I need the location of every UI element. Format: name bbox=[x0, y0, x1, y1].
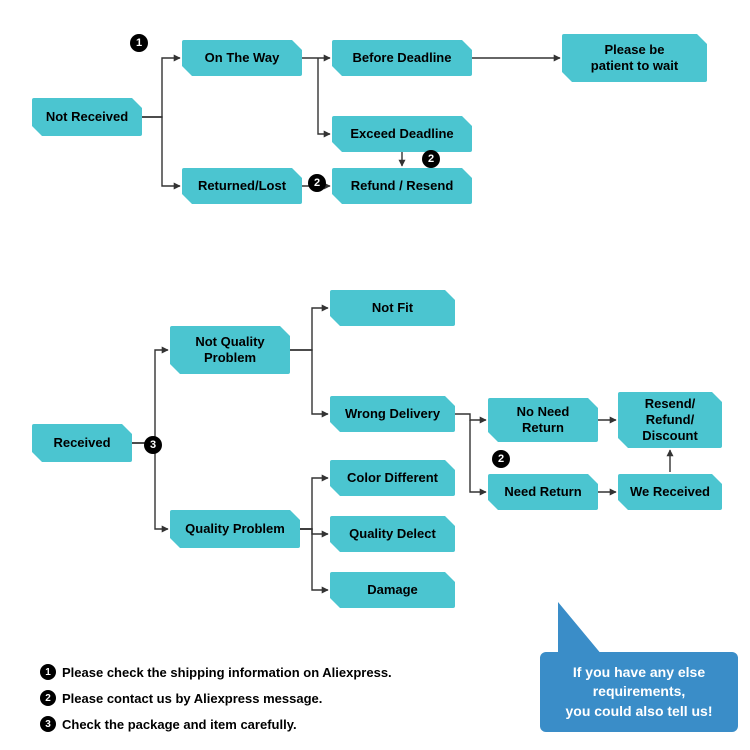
footnote-3: 3 Check the package and item carefully. bbox=[40, 716, 297, 732]
connector bbox=[290, 308, 328, 350]
flow-node-refund-resend: Refund / Resend bbox=[332, 168, 472, 204]
connector bbox=[300, 529, 328, 534]
connector bbox=[132, 443, 168, 529]
step-badge-2: 2 bbox=[492, 450, 510, 468]
connector bbox=[142, 117, 180, 186]
flow-node-no-need-return: No Need Return bbox=[488, 398, 598, 442]
connector bbox=[318, 58, 330, 134]
connector bbox=[455, 414, 486, 420]
flow-node-damage: Damage bbox=[330, 572, 455, 608]
flow-node-before-deadline: Before Deadline bbox=[332, 40, 472, 76]
connector bbox=[300, 529, 328, 590]
callout-text: If you have any else requirements, you c… bbox=[540, 652, 738, 732]
flow-node-color-diff: Color Different bbox=[330, 460, 455, 496]
footnote-text: Check the package and item carefully. bbox=[62, 717, 297, 732]
flow-node-we-received: We Received bbox=[618, 474, 722, 510]
flow-node-wrong-delivery: Wrong Delivery bbox=[330, 396, 455, 432]
step-badge-1: 1 bbox=[130, 34, 148, 52]
flow-node-need-return: Need Return bbox=[488, 474, 598, 510]
flow-node-please-wait: Please be patient to wait bbox=[562, 34, 707, 82]
step-badge-2: 2 bbox=[422, 150, 440, 168]
footnote-text: Please contact us by Aliexpress message. bbox=[62, 691, 322, 706]
connector bbox=[142, 58, 180, 117]
flow-node-quality-problem: Quality Problem bbox=[170, 510, 300, 548]
connector bbox=[290, 350, 328, 414]
connector bbox=[300, 478, 328, 529]
flow-node-not-fit: Not Fit bbox=[330, 290, 455, 326]
footnote-text: Please check the shipping information on… bbox=[62, 665, 392, 680]
flow-node-returned-lost: Returned/Lost bbox=[182, 168, 302, 204]
footnote-1: 1 Please check the shipping information o… bbox=[40, 664, 392, 680]
step-badge-3: 3 bbox=[144, 436, 162, 454]
flow-node-not-quality: Not Quality Problem bbox=[170, 326, 290, 374]
connector bbox=[470, 420, 486, 492]
flow-node-on-the-way: On The Way bbox=[182, 40, 302, 76]
footnote-badge: 3 bbox=[40, 716, 56, 732]
connector bbox=[132, 350, 168, 443]
flow-node-received: Received bbox=[32, 424, 132, 462]
footnote-badge: 2 bbox=[40, 690, 56, 706]
callout-tail bbox=[558, 602, 630, 654]
step-badge-2: 2 bbox=[308, 174, 326, 192]
footnote-badge: 1 bbox=[40, 664, 56, 680]
flow-node-quality-defect: Quality Delect bbox=[330, 516, 455, 552]
flow-node-not-received: Not Received bbox=[32, 98, 142, 136]
flow-node-resend-refund: Resend/ Refund/ Discount bbox=[618, 392, 722, 448]
footnote-2: 2 Please contact us by Aliexpress message… bbox=[40, 690, 322, 706]
flow-node-exceed-deadline: Exceed Deadline bbox=[332, 116, 472, 152]
